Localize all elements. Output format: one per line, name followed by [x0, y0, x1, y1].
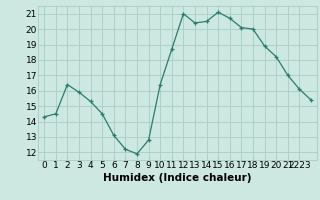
X-axis label: Humidex (Indice chaleur): Humidex (Indice chaleur) [103, 173, 252, 183]
